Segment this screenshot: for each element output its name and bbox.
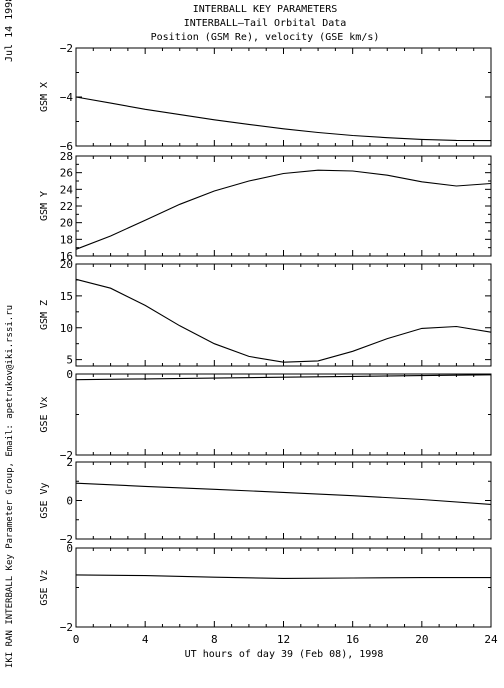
x-axis-label: UT hours of day 39 (Feb 08), 1998 xyxy=(185,649,384,660)
ytick-label-gse-vy: 2 xyxy=(66,456,73,469)
series-line-gsm-y xyxy=(75,169,492,250)
ytick-label-gse-vz: −2 xyxy=(60,621,73,634)
xtick-label: 24 xyxy=(484,633,498,646)
ytick-label-gsm-z: 15 xyxy=(60,290,73,303)
ytick-label-gsm-y: 18 xyxy=(60,233,73,246)
xtick-label: 4 xyxy=(142,633,149,646)
ytick-label-gsm-z: 10 xyxy=(60,322,73,335)
ytick-label-gsm-z: 5 xyxy=(66,354,73,367)
credit-label: IKI RAN INTERBALL Key Parameter Group, E… xyxy=(5,305,15,668)
ytick-label-gse-vx: −2 xyxy=(60,449,73,462)
panel-frame-gsm-x xyxy=(75,47,492,147)
date-label: Jul 14 1998 xyxy=(4,0,15,62)
ytick-label-gsm-x: −4 xyxy=(60,91,74,104)
y-axis-label-gse-vx: GSE Vx xyxy=(39,396,50,432)
series-line-gse-vy xyxy=(75,482,492,505)
y-axis-label-gsm-y: GSM Y xyxy=(39,191,50,221)
y-axis-label-gse-vz: GSE Vz xyxy=(39,569,50,605)
panel-frame-gse-vz xyxy=(75,547,492,628)
ytick-label-gsm-z: 20 xyxy=(60,258,73,271)
xtick-label: 0 xyxy=(73,633,80,646)
series-line-gsm-x xyxy=(75,96,492,142)
ytick-label-gsm-y: 20 xyxy=(60,217,73,230)
ytick-label-gsm-y: 26 xyxy=(60,167,73,180)
ytick-label-gse-vx: 0 xyxy=(66,368,73,381)
ytick-label-gse-vz: 0 xyxy=(66,542,73,555)
ytick-label-gsm-x: −2 xyxy=(60,42,73,55)
series-line-gsm-z xyxy=(75,278,492,363)
y-axis-label-gsm-z: GSM Z xyxy=(39,300,50,330)
ytick-label-gsm-y: 22 xyxy=(60,200,73,213)
ytick-label-gse-vy: −2 xyxy=(60,533,73,546)
xtick-label: 20 xyxy=(415,633,428,646)
panel-frame-gsm-z xyxy=(75,263,492,367)
ytick-label-gsm-y: 24 xyxy=(60,183,74,196)
ytick-label-gse-vy: 0 xyxy=(66,495,73,508)
xtick-label: 12 xyxy=(277,633,290,646)
y-axis-label-gse-vy: GSE Vy xyxy=(39,482,50,518)
ytick-label-gsm-y: 16 xyxy=(60,250,73,263)
ytick-label-gsm-x: −6 xyxy=(60,140,73,153)
xtick-label: 8 xyxy=(211,633,218,646)
title-line-1: INTERBALL KEY PARAMETERS xyxy=(193,4,338,15)
series-line-gse-vx xyxy=(75,374,492,381)
ytick-label-gsm-y: 28 xyxy=(60,150,73,163)
title-line-2: INTERBALL–Tail Orbital Data xyxy=(184,18,347,29)
title-line-3: Position (GSM Re), velocity (GSE km/s) xyxy=(151,32,380,43)
panel-frame-gsm-y xyxy=(75,155,492,257)
y-axis-label-gsm-x: GSM X xyxy=(39,82,50,112)
series-line-gse-vz xyxy=(75,574,491,579)
panel-frame-gse-vx xyxy=(75,373,492,456)
xtick-label: 16 xyxy=(346,633,359,646)
